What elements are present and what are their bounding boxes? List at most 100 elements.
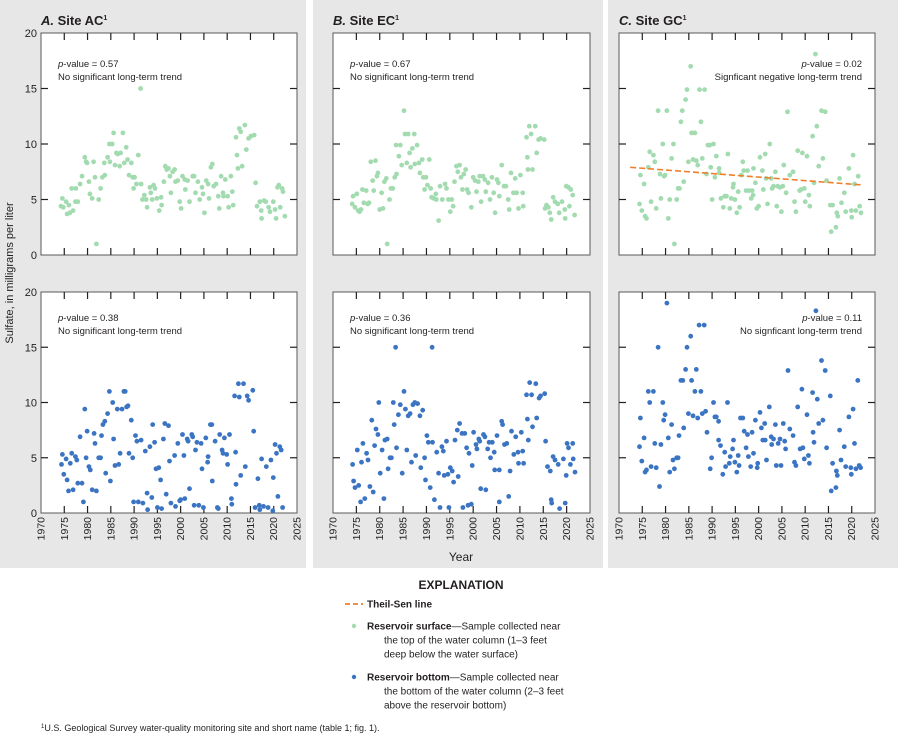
x-tick-label: 1985 bbox=[398, 517, 410, 541]
surface-sample-point bbox=[765, 201, 770, 207]
bottom-sample-point bbox=[255, 476, 261, 482]
bottom-sample-point bbox=[759, 425, 764, 431]
bottom-sample-point bbox=[703, 408, 708, 414]
bottom-sample-point bbox=[437, 505, 443, 510]
bottom-sample-point bbox=[801, 456, 807, 462]
bottom-sample-point bbox=[377, 470, 383, 476]
bottom-sample-point bbox=[655, 344, 661, 350]
bottom-sample-point bbox=[543, 438, 548, 444]
surface-sample-point bbox=[215, 193, 221, 199]
y-tick-label: 10 bbox=[25, 398, 37, 410]
bottom-sample-point bbox=[205, 459, 211, 465]
surface-sample-point bbox=[226, 204, 232, 210]
bottom-sample-point bbox=[542, 391, 548, 397]
bottom-sample-point bbox=[441, 473, 447, 478]
surface-sample-point bbox=[411, 131, 417, 137]
bottom-sample-point bbox=[645, 389, 651, 394]
x-tick-label: 1990 bbox=[129, 517, 141, 541]
surface-sample-point bbox=[698, 119, 704, 125]
bottom-sample-point bbox=[359, 459, 364, 465]
bottom-sample-point bbox=[423, 477, 428, 483]
surface-sample-point bbox=[178, 206, 184, 211]
surface-sample-point bbox=[750, 192, 756, 198]
bottom-sample-point bbox=[509, 428, 514, 434]
bottom-sample-point bbox=[212, 438, 218, 444]
surface-sample-point bbox=[221, 193, 226, 199]
bottom-sample-point bbox=[147, 444, 153, 450]
panel-superscript: 1 bbox=[683, 15, 687, 22]
bottom-sample-point bbox=[84, 428, 90, 434]
surface-sample-point bbox=[822, 109, 828, 115]
surface-sample-point bbox=[399, 162, 405, 168]
bottom-sample-point bbox=[233, 481, 239, 487]
bottom-sample-point bbox=[205, 454, 211, 459]
bottom-sample-point bbox=[824, 445, 829, 451]
surface-sample-point bbox=[414, 142, 420, 148]
bottom-sample-point bbox=[83, 455, 89, 461]
bottom-sample-point bbox=[209, 422, 215, 427]
surface-sample-point bbox=[277, 204, 283, 210]
surface-sample-point bbox=[213, 181, 219, 187]
surface-sample-point bbox=[468, 204, 474, 210]
bottom-sample-point bbox=[520, 448, 526, 454]
surface-sample-point bbox=[209, 161, 215, 167]
surface-sample-point bbox=[572, 212, 577, 218]
surface-sample-point bbox=[206, 196, 212, 201]
surface-sample-point bbox=[172, 167, 178, 172]
bottom-sample-point bbox=[215, 506, 221, 511]
surface-sample-point bbox=[658, 196, 664, 201]
bottom-sample-point bbox=[274, 450, 279, 456]
bottom-sample-point bbox=[401, 389, 407, 394]
bottom-sample-point bbox=[799, 386, 805, 392]
surface-sample-point bbox=[131, 186, 137, 191]
surface-sample-point bbox=[123, 144, 129, 150]
bottom-sample-point bbox=[773, 463, 779, 468]
bottom-sample-point bbox=[806, 453, 811, 458]
surface-sample-point bbox=[548, 217, 554, 222]
bottom-sample-point bbox=[399, 470, 405, 476]
surface-sample-point bbox=[134, 181, 139, 187]
bottom-sample-point bbox=[191, 502, 197, 508]
surface-sample-point bbox=[546, 204, 551, 210]
surface-sample-point bbox=[665, 216, 671, 221]
bottom-sample-point bbox=[813, 308, 819, 314]
bottom-sample-point bbox=[675, 455, 681, 461]
x-tick-label: 1995 bbox=[444, 517, 456, 541]
surface-sample-point bbox=[795, 148, 801, 154]
bottom-sample-point bbox=[242, 464, 248, 469]
bottom-sample-point bbox=[566, 445, 571, 451]
p-value-annotation: p-value = 0.02 bbox=[801, 59, 863, 70]
bottom-sample-point bbox=[375, 432, 381, 437]
bottom-sample-point bbox=[652, 441, 658, 446]
bottom-sample-point bbox=[731, 437, 736, 443]
surface-sample-point bbox=[117, 163, 123, 169]
bottom-sample-point bbox=[135, 499, 141, 505]
bottom-sample-point bbox=[754, 465, 760, 471]
surface-sample-point bbox=[648, 199, 654, 205]
bottom-sample-point bbox=[142, 448, 148, 454]
bottom-sample-point bbox=[98, 455, 103, 461]
bottom-sample-point bbox=[478, 486, 484, 492]
bottom-sample-point bbox=[469, 463, 475, 468]
surface-sample-point bbox=[474, 189, 479, 195]
bottom-sample-point bbox=[420, 407, 426, 413]
bottom-sample-point bbox=[491, 449, 497, 455]
bottom-sample-point bbox=[390, 400, 396, 405]
bottom-sample-point bbox=[178, 497, 184, 503]
trend-annotation: No significant long-term trend bbox=[58, 326, 182, 337]
bottom-sample-point bbox=[373, 426, 379, 432]
bottom-sample-point bbox=[422, 455, 427, 461]
bottom-sample-point bbox=[140, 500, 146, 506]
bottom-sample-point bbox=[500, 422, 505, 427]
p-value-symbol: p bbox=[349, 313, 355, 324]
surface-sample-point bbox=[408, 164, 413, 170]
surface-sample-point bbox=[82, 154, 88, 160]
surface-sample-point bbox=[197, 197, 203, 202]
surface-sample-point bbox=[436, 218, 441, 224]
bottom-sample-point bbox=[396, 412, 401, 418]
surface-sample-point bbox=[94, 241, 99, 247]
surface-sample-point bbox=[144, 204, 150, 210]
surface-sample-point bbox=[711, 141, 716, 147]
surface-sample-point bbox=[785, 109, 790, 115]
bottom-sample-point bbox=[225, 462, 231, 467]
